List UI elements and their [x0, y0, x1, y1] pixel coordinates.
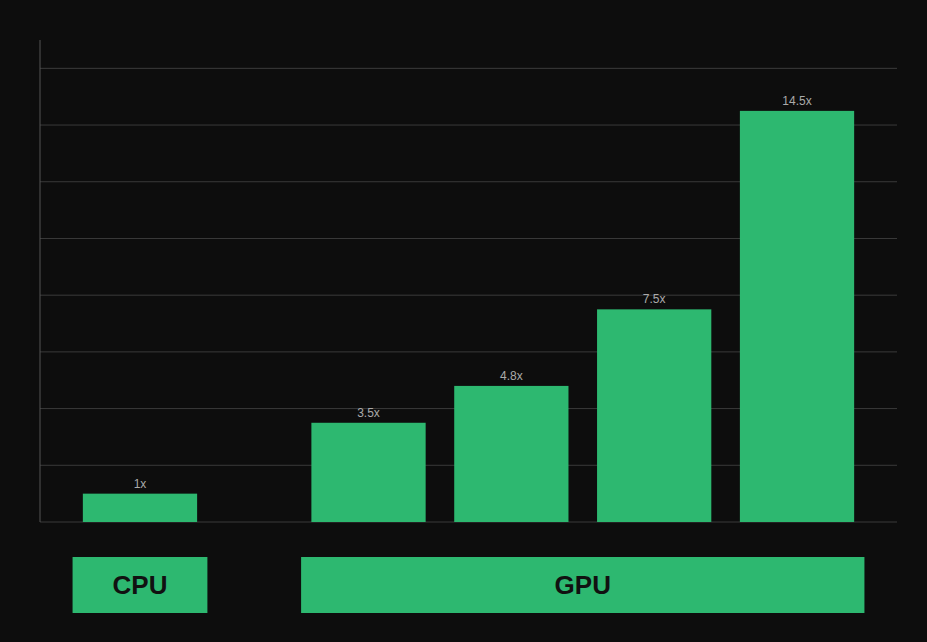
- bar: [740, 111, 854, 522]
- group-label: CPU: [113, 570, 168, 600]
- bars: [83, 111, 854, 522]
- bar: [83, 494, 197, 522]
- bar: [597, 309, 711, 522]
- grid-line: [40, 68, 897, 69]
- data-label: 3.5x: [357, 406, 380, 420]
- chart: 1x 3.5x 4.8x 7.5x 14.5x CPU GPU: [0, 0, 927, 642]
- bar: [454, 386, 568, 522]
- group-box: [301, 557, 864, 613]
- background: [0, 0, 927, 642]
- data-label: 4.8x: [500, 369, 523, 383]
- data-label: 1x: [134, 477, 147, 491]
- chart-container: 1x 3.5x 4.8x 7.5x 14.5x CPU GPU: [0, 0, 927, 642]
- data-label: 7.5x: [643, 292, 666, 306]
- data-label: 14.5x: [782, 94, 811, 108]
- bar: [311, 423, 425, 522]
- y-axis-line: [40, 40, 41, 522]
- plot: [40, 40, 897, 522]
- group-label: GPU: [555, 570, 611, 600]
- group-box: [73, 557, 208, 613]
